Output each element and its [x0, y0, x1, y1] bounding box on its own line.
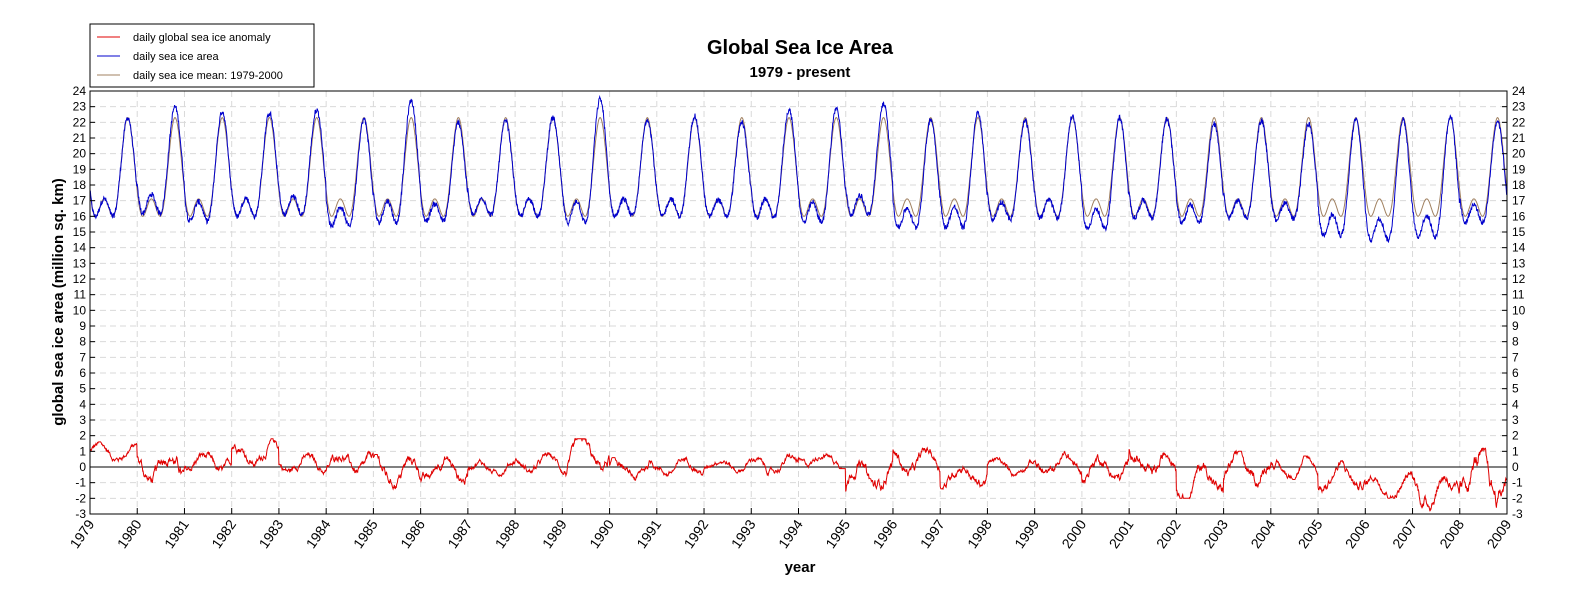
y-tick-label-right: 24: [1512, 84, 1526, 98]
y-tick-label-right: 9: [1512, 319, 1519, 333]
y-tick-label-right: 0: [1512, 460, 1519, 474]
y-tick-label-right: -1: [1512, 476, 1523, 490]
y-tick-label-right: 5: [1512, 382, 1519, 396]
y-tick-label: 3: [79, 413, 86, 427]
y-tick-label-right: 18: [1512, 178, 1526, 192]
y-tick-label-right: 10: [1512, 303, 1526, 317]
y-tick-label: 0: [79, 460, 86, 474]
legend-label-area: daily sea ice area: [133, 51, 219, 63]
y-tick-label-right: 6: [1512, 366, 1519, 380]
y-tick-label: 17: [73, 194, 87, 208]
y-tick-label: 14: [73, 241, 87, 255]
y-tick-label-right: 11: [1512, 288, 1525, 302]
y-tick-label-right: -3: [1512, 507, 1523, 521]
y-axis-left: -3-2-10123456789101112131415161718192021…: [73, 84, 95, 521]
y-tick-label: 16: [73, 209, 87, 223]
y-axis-right: -3-2-10123456789101112131415161718192021…: [1502, 84, 1526, 521]
y-tick-label: 10: [73, 303, 87, 317]
y-tick-label-right: 8: [1512, 335, 1519, 349]
y-tick-label: 18: [73, 178, 87, 192]
y-tick-label: 15: [73, 225, 87, 239]
y-tick-label: -1: [75, 476, 86, 490]
y-tick-label-right: 7: [1512, 350, 1519, 364]
y-tick-label-right: 4: [1512, 397, 1519, 411]
plot-frame: [89, 90, 1508, 515]
y-tick-label-right: 19: [1512, 162, 1526, 176]
y-tick-label: 13: [73, 256, 87, 270]
data-series: [89, 94, 1508, 512]
y-tick-label: 19: [73, 162, 87, 176]
x-axis-title: year: [785, 559, 816, 576]
y-tick-label: 22: [73, 115, 87, 129]
legend: daily global sea ice anomaly daily sea i…: [89, 23, 315, 88]
legend-label-mean: daily sea ice mean: 1979-2000: [133, 70, 283, 82]
y-tick-label-right: 3: [1512, 413, 1519, 427]
gridlines: [90, 91, 1507, 514]
y-tick-label: -3: [75, 507, 86, 521]
legend-label-anomaly: daily global sea ice anomaly: [133, 32, 271, 44]
y-tick-label: 8: [79, 335, 86, 349]
y-tick-label-right: 13: [1512, 256, 1526, 270]
y-tick-label: 11: [74, 288, 87, 302]
y-tick-label: 21: [73, 131, 87, 145]
y-tick-label-right: 23: [1512, 100, 1526, 114]
y-tick-label: 20: [73, 147, 87, 161]
y-tick-label-right: 22: [1512, 115, 1526, 129]
y-tick-label-right: 15: [1512, 225, 1526, 239]
y-tick-label: 6: [79, 366, 86, 380]
y-tick-label: 9: [79, 319, 86, 333]
series-line-area: [89, 94, 1508, 244]
chart-subtitle: 1979 - present: [750, 64, 851, 81]
y-tick-label-right: 2: [1512, 429, 1519, 443]
legend-box: [89, 23, 315, 88]
series-line-anomaly: [89, 437, 1507, 512]
y-tick-label: 7: [79, 350, 86, 364]
y-tick-label-right: 12: [1512, 272, 1526, 286]
y-tick-label: 23: [73, 100, 87, 114]
y-tick-label-right: 14: [1512, 241, 1526, 255]
y-tick-label: -2: [75, 491, 86, 505]
y-tick-label-right: 1: [1512, 444, 1519, 458]
y-tick-label: 24: [73, 84, 87, 98]
y-tick-label: 12: [73, 272, 87, 286]
chart-title: Global Sea Ice Area: [707, 37, 894, 59]
y-axis-title: global sea ice area (million sq. km): [50, 178, 67, 426]
y-tick-label-right: 17: [1512, 194, 1526, 208]
y-tick-label: 5: [79, 382, 86, 396]
y-tick-label: 2: [79, 429, 86, 443]
y-tick-label: 4: [79, 397, 86, 411]
y-tick-label-right: 16: [1512, 209, 1526, 223]
y-tick-label-right: 21: [1512, 131, 1526, 145]
y-tick-label-right: 20: [1512, 147, 1526, 161]
y-tick-label-right: -2: [1512, 491, 1523, 505]
y-tick-label: 1: [79, 444, 86, 458]
